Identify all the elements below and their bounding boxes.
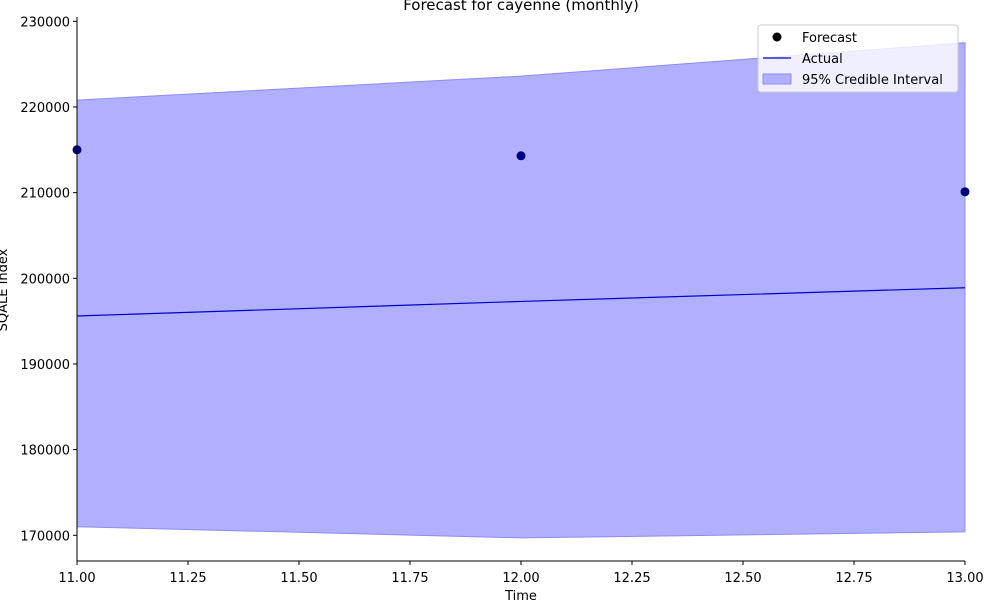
- x-tick-label: 12.00: [502, 571, 539, 586]
- legend-label: Forecast: [802, 31, 857, 46]
- chart-title: Forecast for cayenne (monthly): [403, 0, 639, 14]
- forecast-point: [516, 151, 526, 161]
- x-axis-title: Time: [504, 589, 537, 600]
- x-tick-label: 12.25: [613, 571, 650, 586]
- y-axis-title: SQALE Index: [0, 248, 11, 331]
- x-tick-label: 11.00: [58, 571, 95, 586]
- x-tick-label: 13.00: [946, 571, 983, 586]
- legend-label: 95% Credible Interval: [802, 73, 943, 88]
- plot-area: [72, 42, 970, 539]
- legend: Forecast Actual 95% Credible Interval: [757, 24, 959, 93]
- y-tick-label: 170000: [20, 529, 70, 544]
- y-tick-label: 200000: [20, 272, 70, 287]
- y-tick-label: 210000: [20, 187, 70, 202]
- legend-forecast-marker: [772, 32, 782, 42]
- x-tick-label: 12.75: [835, 571, 872, 586]
- x-tick-label: 11.50: [280, 571, 317, 586]
- legend-interval-swatch: [762, 73, 792, 85]
- actual-line: [76, 287, 966, 317]
- y-tick-label: 220000: [20, 101, 70, 116]
- legend-label: Actual: [802, 52, 843, 67]
- x-tick-label: 11.75: [391, 571, 428, 586]
- y-tick-label: 190000: [20, 358, 70, 373]
- x-tick-label: 12.50: [724, 571, 761, 586]
- forecast-point: [960, 187, 970, 197]
- y-tick-label: 230000: [20, 15, 70, 30]
- y-tick-label: 180000: [20, 444, 70, 459]
- legend-box: [757, 24, 959, 93]
- x-tick-label: 11.25: [169, 571, 206, 586]
- credible-interval-band: [76, 42, 966, 539]
- axes: 11.00 11.25 11.50 11.75 12.00 12.25 12.50 12.75…: [20, 15, 983, 586]
